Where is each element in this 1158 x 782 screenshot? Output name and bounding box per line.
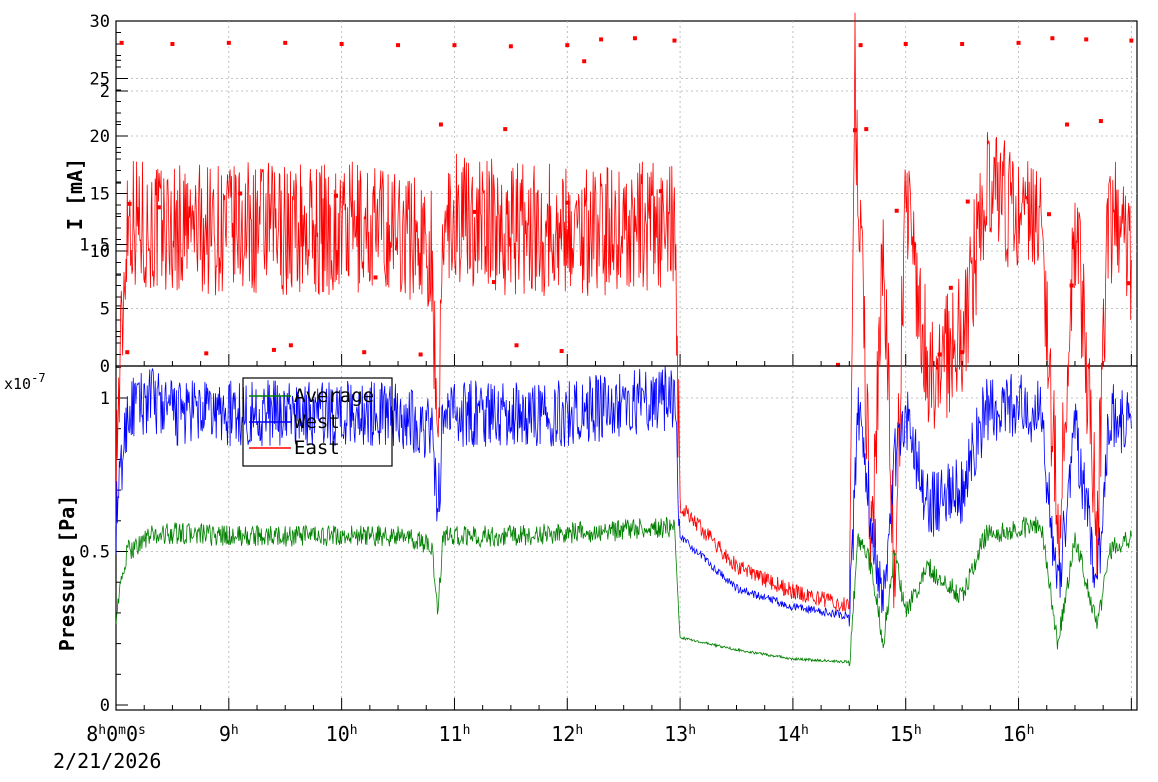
legend-box	[242, 377, 393, 467]
current-data-point	[858, 43, 863, 48]
pressure-y-multiplier: x10-7	[4, 371, 46, 393]
series-line-average	[115, 516, 1132, 667]
current-data-point	[1016, 40, 1021, 45]
legend-label: Average	[294, 385, 374, 407]
current-y-tick-label: 10	[90, 242, 110, 262]
pressure-y-tick-labels: 0 0.5 1 1.5 2	[79, 82, 110, 716]
pressure-y-tick-label: 0.5	[79, 543, 110, 563]
current-data-point	[582, 59, 587, 64]
current-y-tick-label: 25	[90, 70, 110, 90]
current-data-point	[599, 37, 604, 42]
x-tick-label: 10h	[326, 722, 358, 746]
current-y-axis-label: I [mA]	[63, 158, 87, 230]
current-data-point	[339, 42, 344, 46]
x-tick-label: 12h	[551, 722, 583, 746]
current-data-point	[452, 43, 457, 48]
current-data-point	[1065, 122, 1070, 127]
series-line-east	[115, 12, 1132, 613]
current-data-point	[960, 42, 965, 46]
x-tick-label: 11h	[438, 722, 470, 746]
current-data-point	[204, 351, 209, 356]
pressure-y-axis-label: Pressure [Pa]	[55, 495, 79, 652]
current-data-point	[396, 43, 401, 48]
x-tick-label: 9h	[219, 722, 239, 746]
series-line-west	[115, 366, 1132, 627]
current-data-point	[491, 280, 496, 285]
current-data-point	[125, 350, 130, 355]
current-data-point	[362, 350, 367, 355]
x-tick-label: 13h	[664, 722, 696, 746]
x-tick-label: 15h	[890, 722, 922, 746]
current-data-point	[119, 40, 124, 45]
current-data-point	[1084, 37, 1089, 42]
current-data-point	[559, 349, 564, 354]
pressure-y-tick-label: 1.5	[79, 236, 110, 256]
current-series	[119, 36, 1134, 367]
current-data-point	[271, 347, 276, 352]
pressure-panel: 00.511.52 8h0m0s 9h 10h 11h 12h 13h 14h 15h 16h …	[4, 12, 1138, 773]
pressure-x-tick-labels: 8h0m0s 9h 10h 11h 12h 13h 14h 15h 16h	[86, 722, 1034, 746]
current-data-point	[965, 199, 970, 204]
current-data-point	[894, 208, 899, 213]
pressure-y-tick-label: 0	[100, 696, 110, 716]
current-data-point	[903, 42, 908, 46]
current-data-point	[438, 122, 443, 127]
current-data-point	[672, 38, 677, 43]
current-data-point	[418, 352, 423, 357]
current-data-point	[1127, 281, 1132, 286]
current-data-point	[508, 44, 513, 49]
current-y-tick-label: 15	[90, 185, 110, 205]
x-tick-label: 8h0m0s	[86, 722, 146, 746]
current-panel: 0 5 10 15 20 25 30 I [mA]	[63, 12, 1138, 377]
current-data-point	[864, 127, 869, 132]
current-data-point	[960, 350, 965, 355]
current-data-point	[1129, 38, 1134, 43]
current-y-tick-label: 5	[100, 300, 110, 320]
pressure-axis-ticks	[115, 59, 1132, 710]
current-data-point	[565, 200, 570, 205]
pressure-legend: Average West East	[242, 377, 393, 467]
legend-label: East	[294, 437, 340, 459]
current-data-point	[288, 343, 293, 348]
current-data-point	[1098, 119, 1103, 124]
current-data-point	[565, 43, 570, 48]
current-data-point	[226, 40, 231, 45]
current-data-point	[283, 40, 288, 45]
x-axis-start-date: 2/21/2026	[53, 749, 161, 773]
current-data-point	[373, 275, 378, 280]
current-y-tick-label: 20	[90, 127, 110, 147]
current-data-point	[156, 205, 161, 210]
y-multiplier-exponent: -7	[31, 371, 45, 385]
current-data-point	[836, 362, 841, 367]
x-tick-label: 14h	[777, 722, 809, 746]
current-data-point	[503, 127, 508, 132]
current-data-point	[948, 285, 953, 290]
current-data-point	[852, 128, 857, 133]
current-y-tick-labels: 0 5 10 15 20 25 30	[90, 12, 110, 377]
pressure-y-tick-label: 2	[100, 82, 110, 102]
current-data-point	[632, 36, 637, 41]
current-data-point	[170, 42, 175, 46]
y-multiplier-base: x10	[4, 375, 31, 393]
pressure-y-tick-label: 1	[100, 389, 110, 409]
legend-label: West	[294, 411, 340, 433]
current-data-point	[514, 343, 519, 348]
current-data-point	[1047, 212, 1052, 217]
current-data-point	[472, 209, 477, 214]
pressure-series	[115, 12, 1132, 667]
current-y-tick-label: 30	[90, 12, 110, 32]
current-data-point	[238, 191, 243, 196]
x-tick-label: 16h	[1003, 722, 1035, 746]
current-data-point	[1050, 36, 1055, 41]
current-y-tick-label: 0	[100, 357, 110, 377]
